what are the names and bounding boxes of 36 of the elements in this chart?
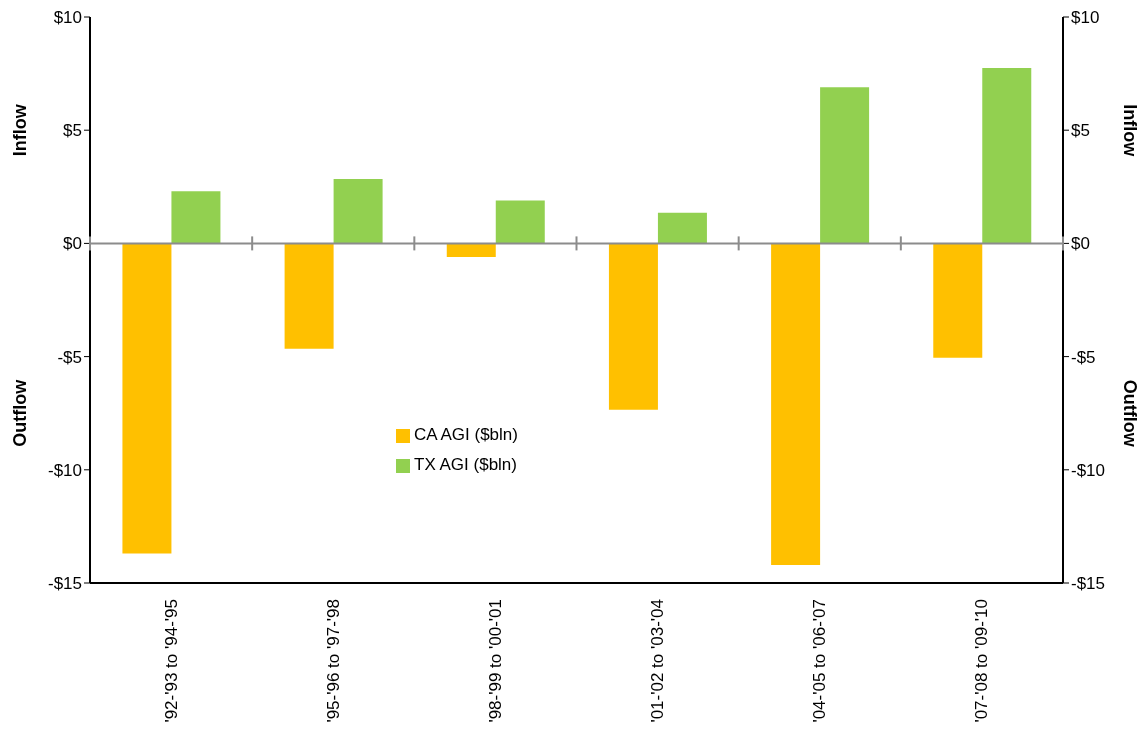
y-tick-label: $10 xyxy=(53,8,82,28)
text: Inflow xyxy=(1120,104,1140,158)
x-tick-label: '95-'96 to '97-'98 xyxy=(323,599,343,723)
bar xyxy=(820,87,870,244)
y2-tick-label: -$5 xyxy=(1071,347,1096,367)
y-tick-label: -$10 xyxy=(47,460,82,480)
bar xyxy=(122,243,172,554)
bar xyxy=(982,67,1032,244)
text: Outflow xyxy=(1120,379,1140,448)
legend-label: TX AGI ($bln) xyxy=(414,455,517,474)
y2-tick-label: -$10 xyxy=(1071,460,1106,480)
x-tick-label: '07-'08 to '09-'10 xyxy=(972,599,992,723)
x-tick-label: '98-'99 to '00-'01 xyxy=(485,599,505,723)
bar xyxy=(171,191,221,244)
y2-tick-label: -$15 xyxy=(1071,574,1106,594)
text: Outflow xyxy=(10,378,30,447)
y-tick-label: $5 xyxy=(63,121,82,141)
bar xyxy=(771,243,821,565)
x-tick-label: '04-'05 to '06-'07 xyxy=(810,599,830,723)
bar xyxy=(284,243,334,349)
y-tick-label: -$15 xyxy=(47,574,82,594)
y2-tick-label: $10 xyxy=(1071,8,1100,28)
bar xyxy=(495,200,545,244)
y2-tick-label: $5 xyxy=(1071,121,1090,141)
bar xyxy=(608,243,658,410)
bar xyxy=(657,212,707,244)
bar xyxy=(933,243,983,358)
bar xyxy=(446,243,496,257)
text: Inflow xyxy=(10,103,30,157)
y2-tick-label: $0 xyxy=(1071,234,1090,254)
x-tick-label: '01-'02 to '03-'04 xyxy=(648,599,668,723)
legend-label: CA AGI ($bln) xyxy=(414,425,518,444)
bar xyxy=(333,178,383,244)
x-tick-label: '92-'93 to '94-'95 xyxy=(161,599,181,723)
y-tick-label: -$5 xyxy=(57,347,82,367)
y-tick-label: $0 xyxy=(63,234,82,254)
